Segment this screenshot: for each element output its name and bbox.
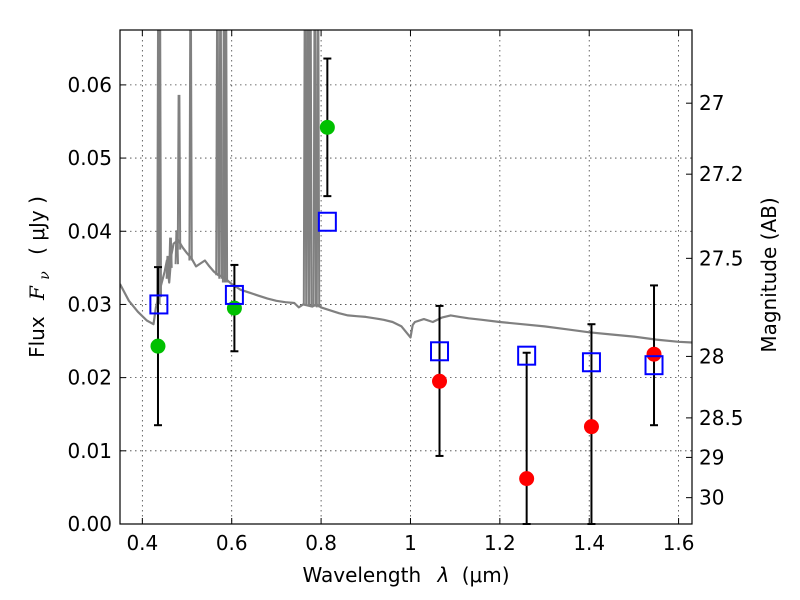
model-point-square (430, 341, 450, 362)
data-point-circle (583, 419, 599, 435)
error-bars (153, 57, 659, 525)
spectrum-emission-line (312, 30, 317, 307)
x-axis-label-text: Wavelength (302, 563, 421, 587)
x-axis-unit: (μm) (462, 563, 510, 587)
x-tick-label: 0.8 (305, 531, 337, 555)
data-point-circle (519, 471, 535, 487)
y-axis-label: Flux F ν ( μJy ) (25, 196, 54, 358)
y-axis-label-text: Flux (25, 316, 49, 358)
y2-tick-label: 27 (699, 91, 724, 115)
x-tick-label: 1 (404, 531, 417, 555)
grid (120, 30, 692, 525)
model-point-square (224, 284, 244, 305)
x-axis-label: Wavelength λ (μm) (302, 563, 509, 587)
data-point-circle (319, 119, 335, 135)
model-point-square (317, 211, 337, 232)
y-tick-label: 0.00 (67, 512, 112, 536)
x-tick-label: 0.6 (216, 531, 248, 555)
y-tick-label: 0.05 (67, 146, 112, 170)
y-tick-label: 0.01 (67, 439, 112, 463)
plot-frame (119, 29, 693, 525)
y2-tick-label: 29 (699, 445, 724, 469)
spectrum-continuum (120, 238, 692, 344)
y-axis-symbol-sub: ν (37, 271, 53, 280)
data-point-circle (226, 300, 242, 316)
y2-tick-label: 28 (699, 344, 724, 368)
axis-ticks: 0.4 0.6 0.8 1 1.2 1.4 1.6 0.00 0.01 0.02 0.03 0.04 0… (67, 30, 744, 555)
x-tick-label: 1.2 (484, 531, 516, 555)
spectrum-emission-line (223, 30, 229, 283)
data-point-circle (432, 373, 448, 389)
spectrum-emission-line (315, 30, 321, 308)
spectrum-emission-line (168, 237, 173, 268)
spectrum-emission-line (302, 30, 308, 305)
model-spectrum (120, 30, 692, 344)
model-point-square (644, 355, 664, 376)
y2-axis-label: Magnitude (AB) (757, 197, 781, 352)
y-axis-symbol: F (25, 285, 49, 301)
spectrum-emission-line (305, 30, 310, 306)
y-tick-label: 0.03 (67, 292, 112, 316)
y-axis-unit: ( μJy ) (25, 196, 49, 255)
y-tick-label: 0.04 (67, 219, 112, 243)
model-point-square (149, 294, 169, 315)
data-markers (149, 119, 664, 487)
x-axis-symbol: λ (437, 563, 450, 587)
spectrum-emission-line (157, 30, 162, 298)
x-tick-label: 1.4 (573, 531, 605, 555)
x-tick-label: 1.6 (663, 531, 695, 555)
spectrum-emission-line (176, 94, 182, 250)
spectrum-emission-line (218, 30, 223, 279)
y2-tick-label: 27.5 (699, 246, 744, 270)
spectrum-emission-line (308, 30, 313, 306)
x-tick-label: 0.4 (126, 531, 158, 555)
spectrum-emission-line (215, 30, 220, 276)
data-point-circle (646, 346, 662, 362)
model-point-square (581, 352, 601, 373)
data-point-circle (150, 338, 166, 354)
y2-tick-label: 28.5 (699, 406, 744, 430)
y2-tick-label: 27.2 (699, 162, 744, 186)
y-tick-label: 0.06 (67, 73, 112, 97)
model-point-square (517, 345, 537, 366)
y2-tick-label: 30 (699, 486, 724, 510)
y-tick-label: 0.02 (67, 366, 112, 390)
spectrum-emission-line (188, 30, 193, 261)
